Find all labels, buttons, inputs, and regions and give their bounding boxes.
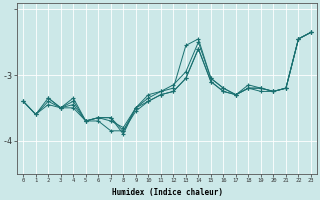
X-axis label: Humidex (Indice chaleur): Humidex (Indice chaleur) [112,188,223,197]
